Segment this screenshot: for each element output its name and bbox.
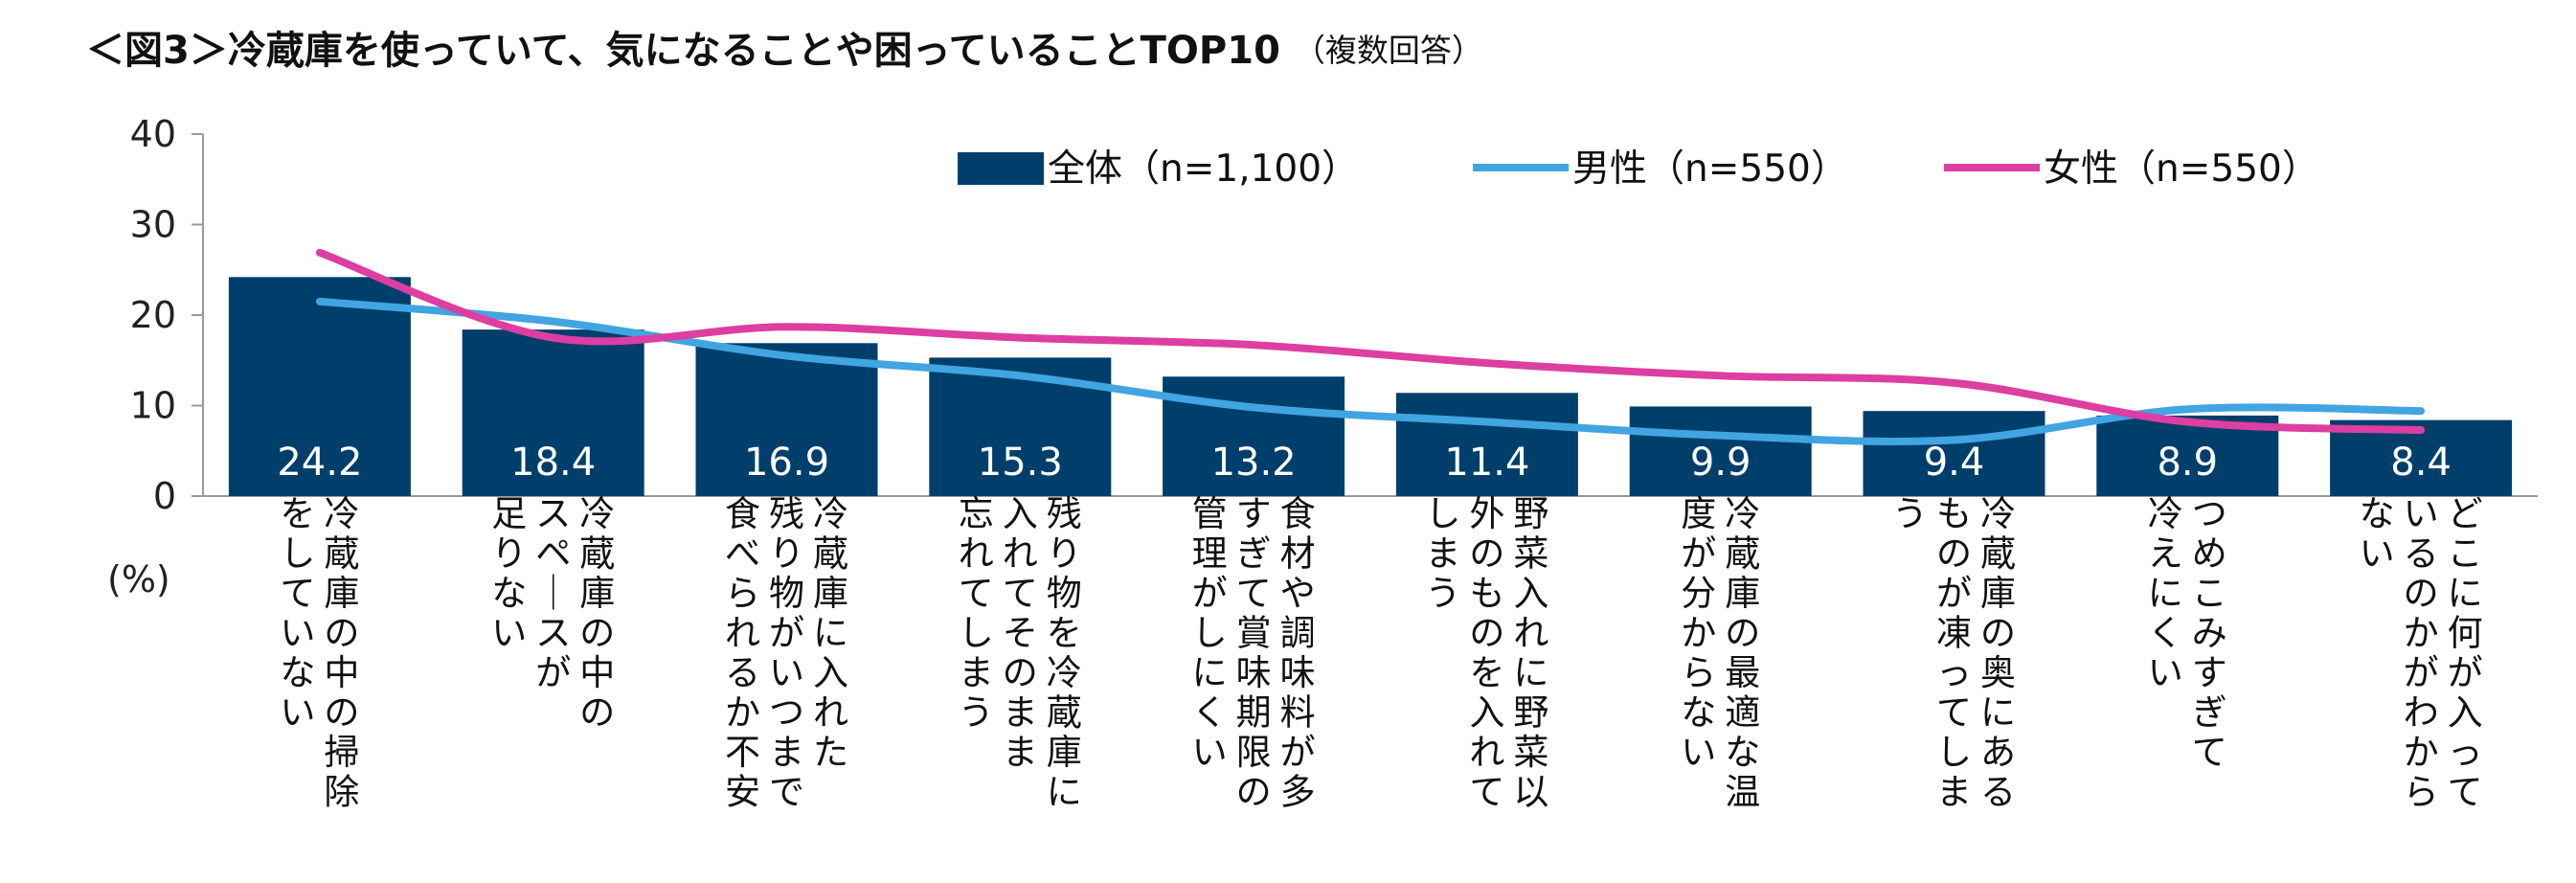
bar (228, 277, 411, 496)
y-tick-label: 30 (130, 204, 176, 246)
y-tick-label: 20 (130, 294, 176, 336)
category-label: 入れてそのまま (1003, 493, 1038, 773)
category-label: 残り物を冷蔵庫に (1047, 493, 1082, 813)
bar-data-label: 8.4 (2390, 441, 2452, 485)
bar-labels: 24.2 18.4 16.9 15.3 13.2 11.4 9.9 9.4 8.9 8.4 (277, 441, 2452, 485)
bar-data-label: 18.4 (510, 441, 596, 485)
legend-label: 男性（n=550） (1572, 147, 1848, 191)
bar (1395, 393, 1578, 496)
category-label: 残り物がいつまで (769, 493, 804, 813)
bar-data-label: 8.9 (2157, 441, 2218, 485)
category-label: 足りない (491, 493, 527, 654)
y-tick-label: 40 (130, 113, 176, 155)
legend-label: 女性（n=550） (2044, 147, 2319, 191)
legend-label: 全体（n=1,100） (1048, 147, 1359, 191)
bar-data-label: 24.2 (277, 441, 362, 485)
category-label: いるのかがわから (2404, 493, 2439, 813)
category-label: 冷蔵庫に入れた (813, 493, 848, 773)
bar (462, 329, 644, 496)
category-label: う (1892, 493, 1928, 534)
category-label: ものが凍ってしま (1936, 493, 1972, 813)
category-label: つめこみすぎて (2192, 493, 2227, 773)
bar-data-label: 15.3 (978, 441, 1063, 485)
category-label: 管理がしにくい (1192, 493, 1228, 773)
category-label: しまう (1425, 493, 1460, 614)
category-label: 野菜入れに野菜以 (1513, 493, 1548, 813)
category-label: どこに何が入って (2448, 493, 2483, 813)
category-label: 冷えにくい (2148, 493, 2183, 693)
chart-subtitle: （複数回答） (1294, 32, 1483, 69)
bar-data-label: 13.2 (1211, 441, 1297, 485)
y-tick-label: 10 (130, 385, 176, 427)
bar (1629, 406, 1812, 496)
bar-data-label: 9.9 (1690, 441, 1751, 485)
category-label: ない (2360, 493, 2395, 575)
category-label: 忘れてしまう (959, 493, 994, 734)
category-label: 度が分からない (1681, 493, 1716, 773)
category-label: スペ｜スが (535, 493, 571, 693)
y-tick-label: 0 (153, 475, 176, 517)
category-label: 冷蔵庫の中の掃除 (324, 493, 359, 813)
category-label: 冷蔵庫の奥にある (1980, 493, 2016, 813)
category-label: 冷蔵庫の最適な温 (1725, 493, 1760, 813)
y-axis-unit: (%) (107, 558, 170, 600)
category-label: 外のものを入れて (1469, 493, 1504, 813)
line-series-female (315, 248, 2426, 435)
category-label: をしていない (280, 493, 315, 734)
chart-title: ＜図3＞冷蔵庫を使っていて、気になることや困っていることTOP10 (86, 29, 1280, 73)
legend: 全体（n=1,100） 男性（n=550） 女性（n=550） (958, 147, 2319, 191)
category-label: すぎて賞味期限の (1236, 493, 1272, 813)
bar-data-label: 11.4 (1444, 441, 1529, 485)
category-label: 食べられるか不安 (725, 493, 760, 813)
bar (1863, 411, 2045, 496)
legend-swatch-total (958, 152, 1044, 185)
bar-data-label: 9.4 (1924, 441, 1985, 485)
category-label: 食材や調味料が多 (1280, 493, 1316, 813)
category-label: 冷蔵庫の中の (579, 493, 615, 734)
bar-data-label: 16.9 (744, 441, 829, 485)
lines (315, 248, 2426, 446)
bar (695, 343, 878, 496)
bars (228, 277, 2513, 496)
